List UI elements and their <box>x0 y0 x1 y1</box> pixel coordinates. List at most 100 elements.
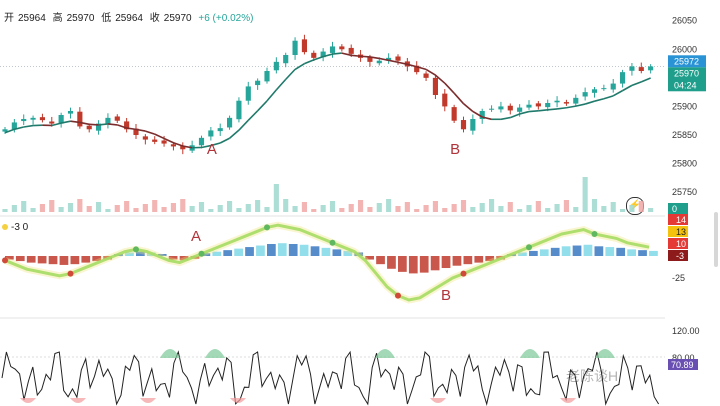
candle-body <box>67 111 74 114</box>
candle-body <box>545 103 551 108</box>
candle-body <box>348 47 354 54</box>
candle-body <box>395 56 401 61</box>
indicator-histogram-bar <box>616 247 626 256</box>
volume-bar <box>563 200 570 212</box>
moving-average-segment <box>79 121 90 126</box>
volume-bar <box>432 201 439 212</box>
indicator-histogram-bar <box>452 256 462 266</box>
volume-bar <box>217 205 223 212</box>
candle-body <box>58 115 64 124</box>
moving-average-segment <box>219 137 230 144</box>
candle-body <box>133 128 139 135</box>
oscillator-oversold-fill <box>560 398 576 403</box>
moving-average-segment <box>107 123 118 126</box>
candle-body <box>86 125 92 130</box>
moving-average-segment <box>341 52 352 57</box>
indicator-histogram-bar <box>299 244 309 256</box>
candle-body <box>170 144 177 147</box>
moving-average-segment <box>397 61 408 66</box>
moving-average-segment <box>23 124 34 128</box>
candle-body <box>39 117 46 121</box>
candle-body <box>554 100 560 103</box>
indicator-histogram-bar <box>332 249 342 256</box>
volume-bar <box>142 204 148 212</box>
high-label: 高 <box>52 13 63 24</box>
volume-bar <box>152 200 158 212</box>
indicator-histogram-bar <box>321 247 331 256</box>
candle-body <box>386 57 392 61</box>
open-value: 25964 <box>18 13 46 24</box>
indicator-dot <box>198 250 205 257</box>
moving-average-segment <box>154 133 165 140</box>
low-value: 25964 <box>115 13 143 24</box>
candle-body <box>283 55 289 64</box>
oscillator-line <box>1 350 660 406</box>
indicator-histogram-bar <box>463 256 473 265</box>
indicator-histogram-bar <box>485 256 495 262</box>
volume-bar <box>348 204 354 212</box>
close-value: 25970 <box>163 13 192 24</box>
indicator-dot <box>133 246 139 253</box>
indicator-histogram-bar <box>234 248 243 256</box>
candle-body <box>451 107 457 121</box>
moving-average-segment <box>285 68 296 80</box>
annotation-label: A <box>207 141 217 158</box>
moving-average-segment <box>640 77 651 83</box>
volume-bar <box>273 184 279 212</box>
moving-average-segment <box>482 116 492 121</box>
indicator-axis-tick: -25 <box>672 273 685 283</box>
oscillator-overbought-fill <box>595 349 615 358</box>
candle-body <box>226 117 233 128</box>
moving-average-segment <box>201 144 212 149</box>
indicator-value-tag <box>668 238 688 249</box>
indicator-histogram-bar <box>288 243 298 256</box>
candle-body <box>648 66 654 71</box>
volume-bar <box>105 209 111 212</box>
indicator-histogram-bar <box>267 243 276 256</box>
indicator-histogram-bar <box>529 250 538 256</box>
volume-bar <box>460 200 467 212</box>
indicator-histogram-bar <box>365 256 374 260</box>
indicator-histogram-bar <box>136 251 145 256</box>
indicator-histogram-bar <box>81 256 91 263</box>
indicator-histogram-bar <box>212 251 222 256</box>
candle-body <box>21 119 27 122</box>
indicator-histogram-bar <box>310 246 320 256</box>
candle-body <box>142 136 148 140</box>
moving-average-segment <box>453 92 465 105</box>
indicator-histogram-bar <box>376 256 385 265</box>
moving-average-segment <box>135 128 146 132</box>
candle-body <box>414 65 420 73</box>
moving-average-segment <box>603 95 614 100</box>
volume-bar <box>619 209 626 212</box>
volume-bar <box>470 207 476 212</box>
indicator-dot <box>526 244 532 251</box>
candle-body <box>105 117 111 124</box>
volume-bar <box>95 202 102 212</box>
price-axis-tick: 26050 <box>672 16 697 26</box>
indicator-dot <box>264 224 270 231</box>
price-axis-tick: 25750 <box>672 187 697 197</box>
price-tag-timer-text: 04:24 <box>674 80 697 90</box>
indicator-dot <box>329 239 336 246</box>
oscillator-oversold-fill <box>430 398 446 403</box>
moving-average-segment <box>304 59 315 65</box>
volume-bar <box>488 199 495 212</box>
indicator-histogram-bar <box>59 256 69 265</box>
moving-average-segment <box>631 81 642 87</box>
annotation-label: B <box>441 287 451 304</box>
indicator-histogram-bar <box>627 249 636 256</box>
scrollbar-handle[interactable] <box>714 212 718 267</box>
oscillator-oversold-fill <box>230 398 246 403</box>
moving-average-segment <box>322 53 333 58</box>
indicator-histogram-bar <box>168 256 178 260</box>
volume-bar <box>648 208 654 212</box>
indicator-line-glow <box>3 221 650 304</box>
moving-average-segment <box>51 122 62 127</box>
volume-bar <box>498 206 504 212</box>
moving-average-segment <box>70 120 80 124</box>
indicator-histogram-bar <box>638 250 647 256</box>
indicator-histogram-bar <box>561 246 571 256</box>
candle-body <box>339 46 345 50</box>
